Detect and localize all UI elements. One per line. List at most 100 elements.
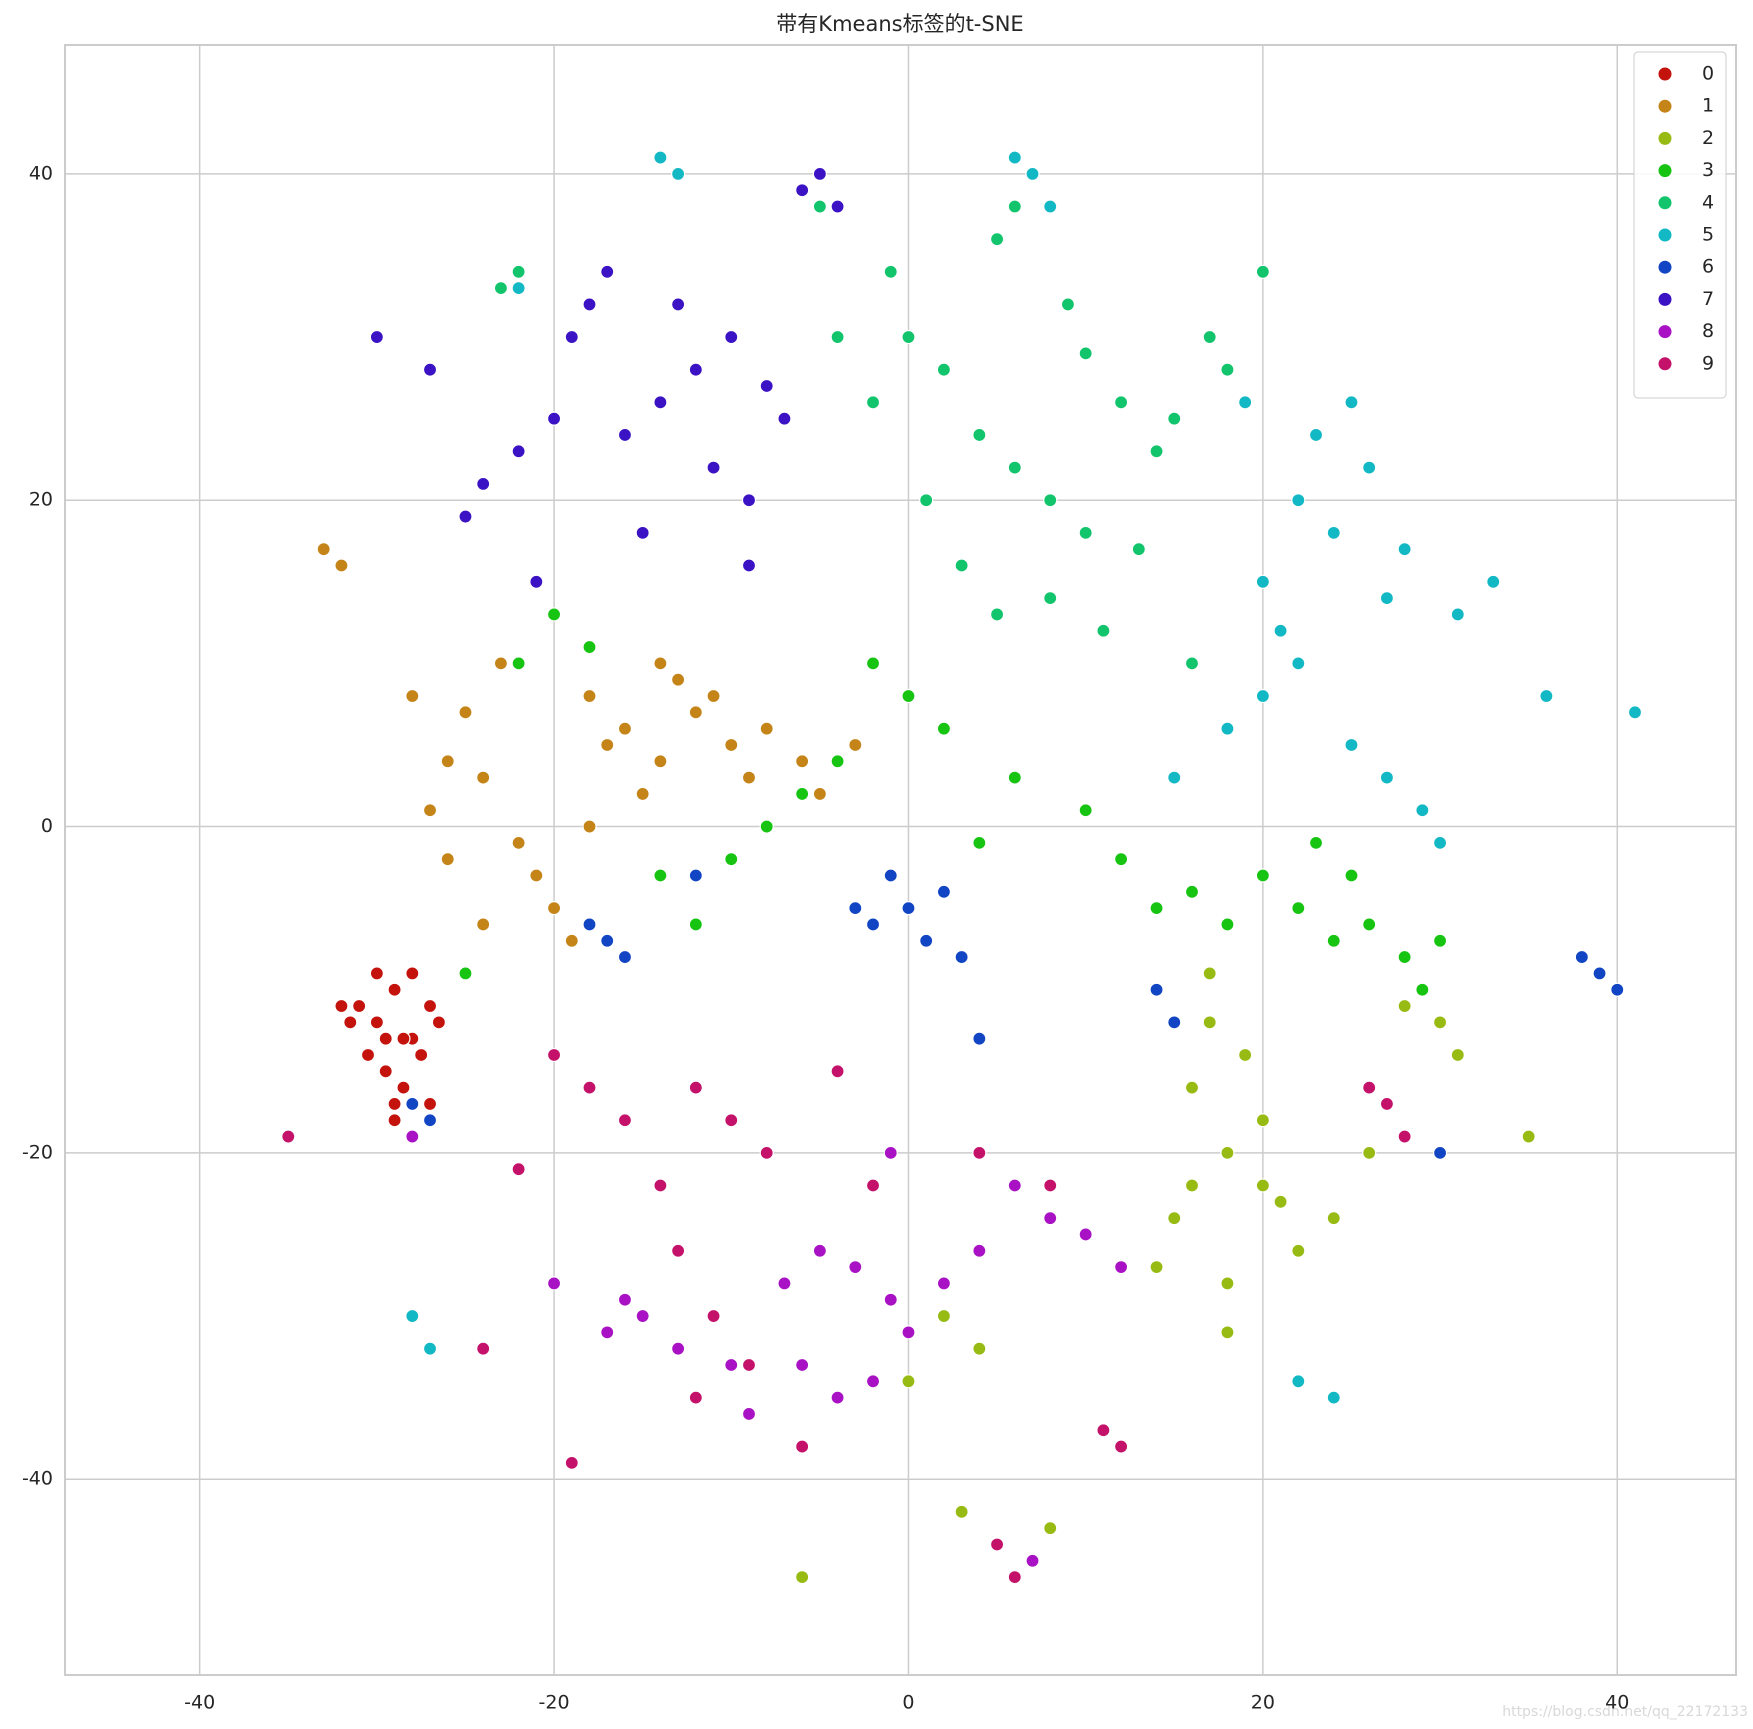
legend-label: 0 <box>1702 63 1714 85</box>
point <box>830 1390 845 1405</box>
point <box>493 281 509 296</box>
point <box>405 966 420 981</box>
point <box>653 395 668 410</box>
x-tick-label: -20 <box>539 1692 570 1714</box>
point <box>901 688 916 704</box>
point <box>688 917 703 932</box>
point <box>396 1031 411 1046</box>
point <box>954 1504 969 1519</box>
point <box>1539 688 1554 704</box>
point <box>883 264 898 279</box>
point <box>1007 460 1022 475</box>
point <box>812 199 827 214</box>
point <box>476 917 491 932</box>
point <box>671 1243 686 1258</box>
point <box>546 1276 562 1291</box>
legend-marker <box>1657 259 1673 275</box>
point <box>1043 1178 1058 1193</box>
point <box>1096 1423 1111 1438</box>
point <box>1114 1259 1129 1275</box>
point <box>653 150 668 165</box>
point <box>901 1374 916 1389</box>
x-tick-label: 0 <box>902 1692 914 1714</box>
y-tick-label: -40 <box>22 1468 53 1490</box>
point <box>1255 264 1270 279</box>
point <box>724 852 739 867</box>
point <box>476 770 491 785</box>
point <box>865 1178 881 1193</box>
point <box>600 264 615 279</box>
point <box>812 1243 827 1258</box>
point <box>1397 949 1412 965</box>
point <box>919 933 934 948</box>
point <box>653 754 668 769</box>
point <box>901 901 916 916</box>
point <box>617 427 633 443</box>
point <box>1291 656 1306 671</box>
point <box>1149 901 1164 916</box>
point <box>529 574 544 589</box>
point <box>600 933 615 948</box>
point <box>741 770 757 785</box>
point <box>724 329 739 345</box>
legend-label: 5 <box>1702 224 1714 246</box>
point <box>422 1096 438 1112</box>
point <box>476 1341 491 1356</box>
point <box>1167 411 1182 426</box>
point <box>405 1308 420 1324</box>
legend-label: 1 <box>1702 95 1714 117</box>
legend-label: 4 <box>1702 191 1714 213</box>
point <box>511 1162 526 1177</box>
legend-label: 2 <box>1702 127 1714 149</box>
point <box>795 1357 810 1373</box>
point <box>795 1439 810 1454</box>
point <box>1397 998 1412 1014</box>
point <box>1238 395 1253 410</box>
point <box>989 232 1005 247</box>
point <box>936 1276 952 1291</box>
point <box>1043 199 1058 214</box>
point <box>653 656 668 671</box>
point <box>511 835 526 850</box>
point <box>830 199 845 214</box>
point <box>706 1308 721 1324</box>
point <box>1521 1129 1536 1144</box>
point <box>511 656 526 671</box>
point <box>759 721 774 736</box>
point <box>1114 1439 1129 1454</box>
point <box>653 868 668 883</box>
point <box>741 493 757 508</box>
point <box>1007 199 1022 214</box>
x-tick-label: 20 <box>1251 1692 1275 1714</box>
point <box>1184 656 1200 671</box>
point <box>1344 395 1359 410</box>
legend-label: 9 <box>1702 352 1714 374</box>
legend-marker <box>1657 324 1673 340</box>
point <box>343 1015 358 1030</box>
point <box>600 737 615 753</box>
point <box>1220 1325 1235 1340</box>
point <box>1362 460 1377 475</box>
point <box>635 525 650 540</box>
point <box>795 1570 810 1585</box>
point <box>688 1080 703 1095</box>
point <box>1220 362 1235 377</box>
point <box>1007 770 1022 785</box>
point <box>759 819 774 834</box>
point <box>865 917 881 932</box>
point <box>1220 917 1235 932</box>
point <box>1167 1015 1182 1030</box>
point <box>1007 1570 1022 1585</box>
point <box>1627 705 1643 720</box>
point <box>1255 868 1270 883</box>
point <box>582 297 597 312</box>
point <box>1273 1194 1288 1209</box>
point <box>830 1064 845 1079</box>
point <box>972 835 987 850</box>
point <box>724 1113 739 1128</box>
point <box>795 786 810 802</box>
point <box>919 493 934 508</box>
point <box>848 1259 863 1275</box>
point <box>564 1455 579 1470</box>
point <box>1610 982 1625 997</box>
